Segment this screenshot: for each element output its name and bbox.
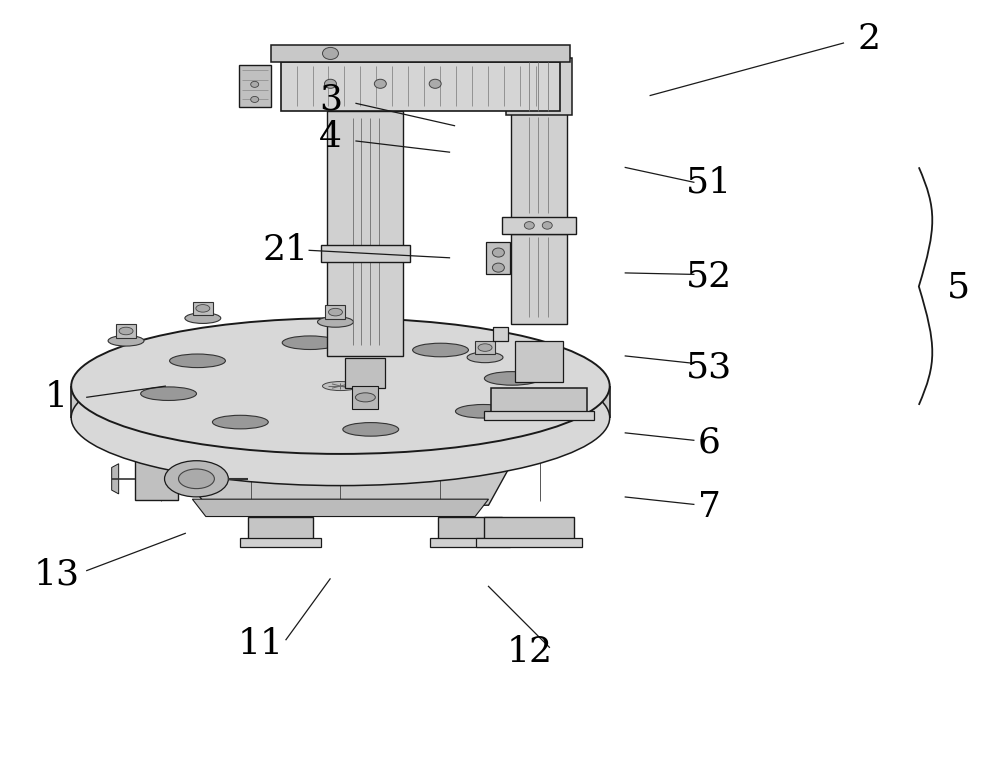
Circle shape [251,81,259,87]
Ellipse shape [108,335,144,346]
Ellipse shape [282,336,338,350]
Circle shape [542,222,552,229]
Polygon shape [120,392,561,505]
Bar [493,327,508,341]
Text: 11: 11 [238,627,284,661]
Ellipse shape [455,404,511,418]
Ellipse shape [318,316,353,327]
Polygon shape [192,499,489,516]
Circle shape [429,79,441,89]
Ellipse shape [170,354,225,368]
Text: 5: 5 [947,271,970,305]
Text: 13: 13 [33,558,79,592]
Ellipse shape [71,318,610,454]
Text: 51: 51 [686,165,732,199]
Text: 12: 12 [507,634,553,668]
Ellipse shape [185,313,221,323]
Ellipse shape [355,393,375,402]
Text: 21: 21 [263,233,309,267]
Bar [193,301,213,315]
Text: 4: 4 [319,120,342,154]
Ellipse shape [478,344,492,351]
Ellipse shape [212,416,268,429]
Ellipse shape [165,461,228,497]
Ellipse shape [484,372,540,385]
Polygon shape [327,111,403,356]
Bar [515,341,563,382]
Ellipse shape [467,352,503,363]
Ellipse shape [196,304,210,312]
Circle shape [524,222,534,229]
Polygon shape [71,386,610,418]
Bar [476,537,582,547]
Circle shape [492,263,504,273]
Bar [491,388,587,413]
Text: 7: 7 [698,490,721,524]
Bar [271,45,570,62]
Bar [502,217,576,234]
Bar [486,242,510,274]
Ellipse shape [71,350,610,485]
Bar [321,245,410,262]
Ellipse shape [178,469,214,488]
Bar [475,341,495,354]
Bar [325,305,345,319]
Text: 53: 53 [686,350,733,385]
Bar [281,62,560,111]
Text: 1: 1 [45,380,68,414]
Bar [506,58,572,114]
Bar [116,324,136,338]
Bar [239,66,271,107]
Circle shape [251,96,259,102]
Bar [484,411,594,420]
Ellipse shape [343,422,399,436]
Bar [511,234,567,324]
Circle shape [374,79,386,89]
Ellipse shape [322,382,358,391]
Bar [240,537,321,547]
Bar [484,516,574,539]
Text: 3: 3 [319,83,342,117]
Bar [438,516,502,539]
Ellipse shape [413,343,468,357]
Polygon shape [112,464,119,494]
Bar [430,537,510,547]
Ellipse shape [328,308,342,316]
Text: 6: 6 [698,425,721,459]
Bar [135,455,178,500]
Bar [511,111,567,220]
Bar [352,386,378,409]
Bar [345,358,385,388]
Bar [248,516,313,539]
Text: 52: 52 [686,260,732,294]
Circle shape [322,48,338,60]
Ellipse shape [141,387,197,400]
Circle shape [492,248,504,257]
Text: 2: 2 [857,22,880,56]
Ellipse shape [119,327,133,335]
Circle shape [324,79,336,89]
